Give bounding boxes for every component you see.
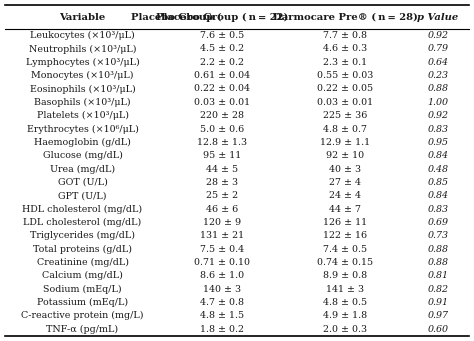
Text: GOT (U/L): GOT (U/L) [58,178,108,187]
Text: 7.7 ± 0.8: 7.7 ± 0.8 [323,31,367,40]
Text: Sodium (mEq/L): Sodium (mEq/L) [43,285,122,294]
Text: 0.03 ± 0.01: 0.03 ± 0.01 [194,98,250,107]
Text: 5.0 ± 0.6: 5.0 ± 0.6 [200,124,244,134]
Text: Potassium (mEq/L): Potassium (mEq/L) [37,298,128,307]
Text: 220 ± 28: 220 ± 28 [200,111,244,120]
Text: Glucose (mg/dL): Glucose (mg/dL) [43,151,122,160]
Text: p Value: p Value [417,13,458,21]
Text: 0.95: 0.95 [428,138,448,147]
Text: 0.03 ± 0.01: 0.03 ± 0.01 [317,98,373,107]
Text: 0.83: 0.83 [428,205,448,213]
Text: LDL cholesterol (mg/dL): LDL cholesterol (mg/dL) [23,218,142,227]
Text: 0.84: 0.84 [428,191,448,200]
Text: Variable: Variable [59,13,106,21]
Text: 120 ± 9: 120 ± 9 [203,218,241,227]
Text: 46 ± 6: 46 ± 6 [206,205,238,213]
Text: 7.6 ± 0.5: 7.6 ± 0.5 [200,31,244,40]
Text: Placebo Group ( n = 22): Placebo Group ( n = 22) [156,13,288,21]
Text: Platelets (×10³/μL): Platelets (×10³/μL) [36,111,128,120]
Text: C-reactive protein (mg/L): C-reactive protein (mg/L) [21,311,144,321]
Text: 0.73: 0.73 [428,231,448,240]
Text: Urea (mg/dL): Urea (mg/dL) [50,164,115,174]
Text: GPT (U/L): GPT (U/L) [58,191,107,200]
Text: 140 ± 3: 140 ± 3 [203,285,241,294]
Text: 4.8 ± 0.7: 4.8 ± 0.7 [323,124,367,134]
Text: 225 ± 36: 225 ± 36 [323,111,367,120]
Text: Eosinophils (×10³/μL): Eosinophils (×10³/μL) [30,85,136,93]
Text: 4.9 ± 1.8: 4.9 ± 1.8 [323,311,367,320]
Text: 0.85: 0.85 [428,178,448,187]
Text: Total proteins (g/dL): Total proteins (g/dL) [33,244,132,254]
Text: 0.81: 0.81 [428,271,448,280]
Text: 7.5 ± 0.4: 7.5 ± 0.4 [200,244,244,254]
Text: Lymphocytes (×10³/μL): Lymphocytes (×10³/μL) [26,58,139,67]
Text: 24 ± 4: 24 ± 4 [329,191,361,200]
Text: 0.48: 0.48 [428,165,448,174]
Text: 0.61 ± 0.04: 0.61 ± 0.04 [194,71,250,80]
Text: 0.69: 0.69 [428,218,448,227]
Text: 0.23: 0.23 [428,71,448,80]
Text: 8.9 ± 0.8: 8.9 ± 0.8 [323,271,367,280]
Text: 4.7 ± 0.8: 4.7 ± 0.8 [200,298,244,307]
Text: 92 ± 10: 92 ± 10 [326,151,364,160]
Text: 0.64: 0.64 [428,58,448,67]
Text: 44 ± 7: 44 ± 7 [329,205,361,213]
Text: 0.82: 0.82 [428,285,448,294]
Text: Creatinine (mg/dL): Creatinine (mg/dL) [36,258,128,267]
Text: 0.83: 0.83 [428,124,448,134]
Text: 28 ± 3: 28 ± 3 [206,178,238,187]
Text: 0.88: 0.88 [428,258,448,267]
Text: 2.0 ± 0.3: 2.0 ± 0.3 [323,325,367,334]
Text: 2.2 ± 0.2: 2.2 ± 0.2 [200,58,244,67]
Text: 141 ± 3: 141 ± 3 [326,285,364,294]
Text: 0.91: 0.91 [428,298,448,307]
Text: 0.55 ± 0.03: 0.55 ± 0.03 [317,71,373,80]
Text: 40 ± 3: 40 ± 3 [329,165,361,174]
Text: 95 ± 11: 95 ± 11 [203,151,241,160]
Text: 0.88: 0.88 [428,244,448,254]
Text: 8.6 ± 1.0: 8.6 ± 1.0 [200,271,244,280]
Text: 0.22 ± 0.04: 0.22 ± 0.04 [194,85,250,93]
Text: 126 ± 11: 126 ± 11 [323,218,367,227]
Text: Haemoglobin (g/dL): Haemoglobin (g/dL) [34,138,131,147]
Text: 7.4 ± 0.5: 7.4 ± 0.5 [323,244,367,254]
Text: TNF-α (pg/mL): TNF-α (pg/mL) [46,325,118,334]
Text: 0.97: 0.97 [428,311,448,320]
Text: 0.92: 0.92 [428,111,448,120]
Text: 0.60: 0.60 [428,325,448,334]
Text: 131 ± 21: 131 ± 21 [200,231,244,240]
Text: 25 ± 2: 25 ± 2 [206,191,238,200]
Text: 2.3 ± 0.1: 2.3 ± 0.1 [323,58,367,67]
Text: 4.5 ± 0.2: 4.5 ± 0.2 [200,44,244,54]
Text: 0.92: 0.92 [428,31,448,40]
Text: 12.9 ± 1.1: 12.9 ± 1.1 [320,138,370,147]
Text: Triglycerides (mg/dL): Triglycerides (mg/dL) [30,231,135,240]
Text: 1.8 ± 0.2: 1.8 ± 0.2 [200,325,244,334]
Text: Neutrophils (×10³/μL): Neutrophils (×10³/μL) [29,44,137,54]
Text: Leukocytes (×10³/μL): Leukocytes (×10³/μL) [30,31,135,40]
Text: Calcium (mg/dL): Calcium (mg/dL) [42,271,123,280]
Text: Monocytes (×10³/μL): Monocytes (×10³/μL) [31,71,134,80]
Text: 4.6 ± 0.3: 4.6 ± 0.3 [323,44,367,54]
Text: Darmocare Pre® ( n = 28): Darmocare Pre® ( n = 28) [273,13,418,21]
Text: 0.84: 0.84 [428,151,448,160]
Text: 0.74 ± 0.15: 0.74 ± 0.15 [317,258,373,267]
Text: Erythrocytes (×10⁶/μL): Erythrocytes (×10⁶/μL) [27,124,138,134]
Text: 27 ± 4: 27 ± 4 [329,178,361,187]
Text: 0.71 ± 0.10: 0.71 ± 0.10 [194,258,250,267]
Text: 44 ± 5: 44 ± 5 [206,165,238,174]
Text: 0.22 ± 0.05: 0.22 ± 0.05 [317,85,373,93]
Text: 4.8 ± 1.5: 4.8 ± 1.5 [200,311,244,320]
Text: 0.88: 0.88 [428,85,448,93]
Text: 12.8 ± 1.3: 12.8 ± 1.3 [197,138,247,147]
Text: HDL cholesterol (mg/dL): HDL cholesterol (mg/dL) [22,205,143,214]
Text: 0.79: 0.79 [428,44,448,54]
Text: 4.8 ± 0.5: 4.8 ± 0.5 [323,298,367,307]
Text: Placebo Group (: Placebo Group ( [131,13,222,21]
Text: 122 ± 16: 122 ± 16 [323,231,367,240]
Text: Basophils (×10³/μL): Basophils (×10³/μL) [34,98,131,107]
Text: 1.00: 1.00 [428,98,448,107]
